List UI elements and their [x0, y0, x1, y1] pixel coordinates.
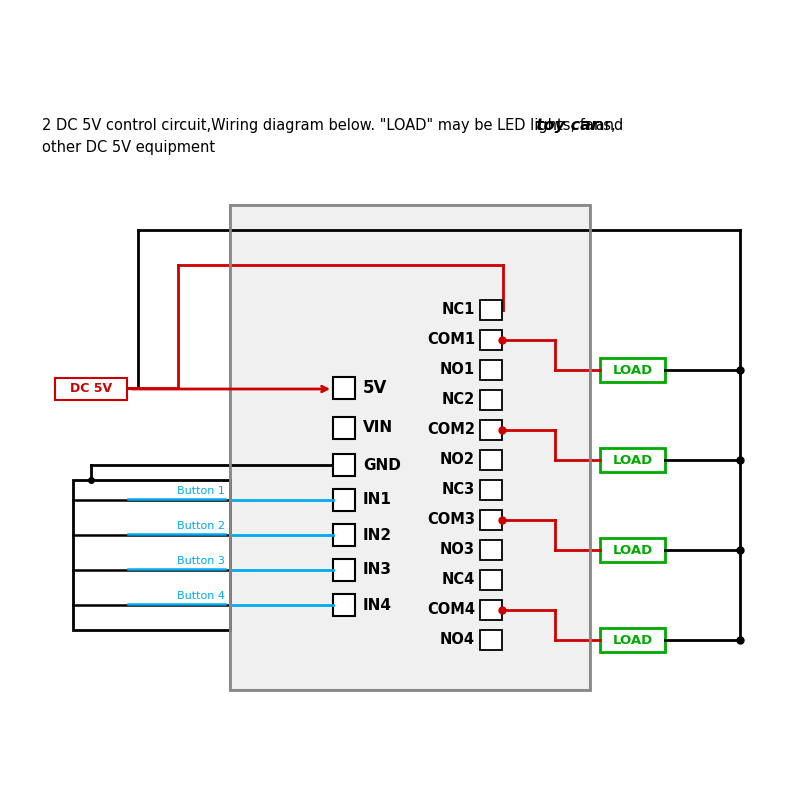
- Text: COM3: COM3: [427, 513, 475, 527]
- Bar: [480, 510, 502, 530]
- Bar: [333, 524, 355, 546]
- Bar: [480, 480, 502, 500]
- Text: NO2: NO2: [440, 453, 475, 467]
- Text: COM2: COM2: [427, 422, 475, 438]
- Bar: [600, 628, 665, 652]
- Bar: [333, 417, 355, 439]
- Text: LOAD: LOAD: [612, 363, 653, 377]
- Bar: [230, 205, 590, 690]
- Text: IN1: IN1: [363, 493, 392, 507]
- Text: NO3: NO3: [440, 542, 475, 558]
- Text: GND: GND: [363, 458, 401, 473]
- Text: and: and: [591, 118, 623, 133]
- Bar: [333, 489, 355, 511]
- Text: IN2: IN2: [363, 527, 392, 542]
- Text: LOAD: LOAD: [612, 634, 653, 646]
- Bar: [333, 377, 355, 399]
- Text: other DC 5V equipment: other DC 5V equipment: [42, 140, 215, 155]
- Text: COM1: COM1: [427, 333, 475, 347]
- Text: toy car: toy car: [536, 118, 598, 133]
- Bar: [333, 454, 355, 476]
- Bar: [480, 600, 502, 620]
- Text: LOAD: LOAD: [612, 543, 653, 557]
- Text: NC3: NC3: [442, 482, 475, 498]
- Bar: [480, 330, 502, 350]
- Bar: [333, 594, 355, 616]
- Text: 5V: 5V: [363, 379, 387, 397]
- Bar: [333, 559, 355, 581]
- Text: LOAD: LOAD: [612, 454, 653, 466]
- Bar: [480, 540, 502, 560]
- Text: IN4: IN4: [363, 598, 392, 613]
- Text: Button 4: Button 4: [177, 591, 225, 601]
- Text: NO1: NO1: [440, 362, 475, 378]
- Text: IN3: IN3: [363, 562, 392, 578]
- Text: Button 2: Button 2: [177, 521, 225, 531]
- Bar: [480, 420, 502, 440]
- Bar: [600, 538, 665, 562]
- Text: NC1: NC1: [442, 302, 475, 318]
- Text: NC2: NC2: [442, 393, 475, 407]
- Bar: [600, 358, 665, 382]
- Bar: [55, 378, 127, 400]
- Bar: [600, 448, 665, 472]
- Bar: [73, 480, 230, 630]
- Bar: [480, 570, 502, 590]
- Text: Button 1: Button 1: [177, 486, 225, 496]
- Text: DC 5V: DC 5V: [70, 382, 112, 395]
- Text: 2 DC 5V control circuit,Wiring diagram below. "LOAD" may be LED lights, fans,: 2 DC 5V control circuit,Wiring diagram b…: [42, 118, 620, 133]
- Text: NO4: NO4: [440, 633, 475, 647]
- Bar: [480, 390, 502, 410]
- Text: COM4: COM4: [427, 602, 475, 618]
- Text: Button 3: Button 3: [177, 556, 225, 566]
- Bar: [480, 630, 502, 650]
- Text: VIN: VIN: [363, 421, 393, 435]
- Text: NC4: NC4: [442, 573, 475, 587]
- Bar: [480, 450, 502, 470]
- Bar: [230, 205, 590, 690]
- Bar: [480, 360, 502, 380]
- Bar: [480, 300, 502, 320]
